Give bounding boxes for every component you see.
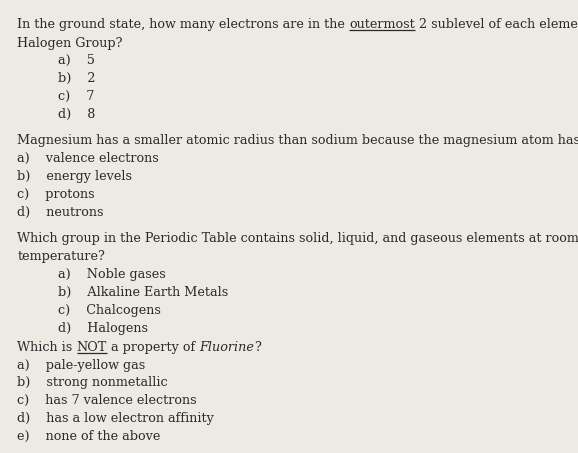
Text: Magnesium has a smaller atomic radius than sodium because the magnesium atom has: Magnesium has a smaller atomic radius th… — [17, 134, 578, 147]
Text: d)    Halogens: d) Halogens — [58, 322, 148, 335]
Text: Which group in the Periodic Table contains solid, liquid, and gaseous elements a: Which group in the Periodic Table contai… — [17, 232, 578, 245]
Text: c)    Chalcogens: c) Chalcogens — [58, 304, 161, 317]
Text: outermost: outermost — [349, 18, 415, 31]
Text: e)    none of the above: e) none of the above — [17, 430, 161, 443]
Text: b)    2: b) 2 — [58, 72, 95, 85]
Text: a property of: a property of — [107, 341, 199, 354]
Text: c)    7: c) 7 — [58, 90, 94, 103]
Text: Which is: Which is — [17, 341, 77, 354]
Text: d)    has a low electron affinity: d) has a low electron affinity — [17, 412, 214, 425]
Text: In the ground state, how many electrons are in the: In the ground state, how many electrons … — [17, 18, 349, 31]
Text: Fluorine: Fluorine — [199, 341, 254, 354]
Text: ?: ? — [254, 341, 261, 354]
Text: c)    has 7 valence electrons: c) has 7 valence electrons — [17, 394, 197, 407]
Text: a)    Noble gases: a) Noble gases — [58, 268, 165, 281]
Text: temperature?: temperature? — [17, 250, 105, 263]
Text: c)    protons: c) protons — [17, 188, 95, 201]
Text: 2 sublevel of each element in the: 2 sublevel of each element in the — [415, 18, 578, 31]
Text: a)    5: a) 5 — [58, 54, 95, 67]
Text: a)    pale-yellow gas: a) pale-yellow gas — [17, 359, 146, 371]
Text: b)    energy levels: b) energy levels — [17, 170, 132, 183]
Text: b)    Alkaline Earth Metals: b) Alkaline Earth Metals — [58, 286, 228, 299]
Text: d)    neutrons: d) neutrons — [17, 206, 104, 218]
Text: NOT: NOT — [77, 341, 107, 354]
Text: b)    strong nonmetallic: b) strong nonmetallic — [17, 376, 168, 390]
Text: d)    8: d) 8 — [58, 108, 95, 121]
Text: a)    valence electrons: a) valence electrons — [17, 152, 159, 165]
Text: Halogen Group?: Halogen Group? — [17, 37, 123, 49]
